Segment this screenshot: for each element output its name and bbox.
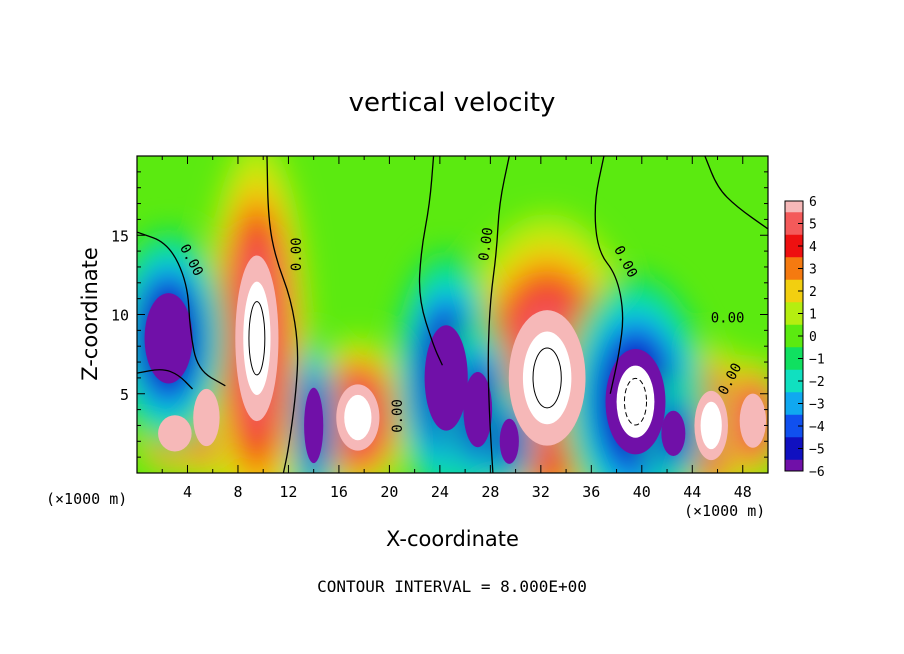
contour-interval-note: CONTOUR INTERVAL = 8.000E+00 — [317, 577, 587, 596]
colorbar-swatch — [785, 212, 803, 224]
x-unit-label-left: (×1000 m) — [46, 490, 128, 508]
colorbar-swatch — [785, 448, 803, 461]
x-tick-label: 4 — [183, 483, 192, 501]
contour-line — [487, 156, 510, 473]
field-cell — [158, 415, 192, 452]
colorbar-swatch — [785, 257, 803, 269]
colorbar-label: −5 — [809, 443, 825, 458]
colorbar-label: 6 — [809, 195, 817, 210]
velocity-field — [137, 156, 768, 473]
field-cell-core — [344, 394, 372, 441]
contour-line — [594, 156, 624, 394]
x-tick-label: 8 — [233, 483, 242, 501]
contour-label: 0.00 — [476, 226, 497, 262]
field-cell — [499, 418, 519, 464]
colorbar-label: −1 — [809, 353, 825, 368]
x-tick-label: 28 — [481, 483, 499, 501]
x-axis: 4 8 12 16 20 24 28 32 36 40 44 48 — [161, 156, 752, 501]
colorbar-label: 5 — [809, 218, 817, 233]
field-cell — [304, 387, 324, 464]
field-cell — [193, 388, 220, 447]
contour-line — [137, 369, 194, 390]
x-tick-label: 16 — [330, 483, 348, 501]
colorbar-label: 3 — [809, 263, 817, 278]
colorbar-swatch — [785, 246, 803, 258]
field-cell-core — [522, 331, 572, 425]
x-tick-label: 48 — [734, 483, 752, 501]
colorbar-swatch — [785, 392, 803, 404]
contour-line — [137, 231, 226, 387]
colorbar-label: 0 — [809, 330, 817, 345]
contour-line — [704, 156, 768, 230]
y-axis: 5 10 15 — [111, 171, 768, 458]
chart-title: vertical velocity — [348, 88, 556, 118]
field-cell — [661, 410, 686, 456]
y-tick-label: 15 — [111, 227, 129, 245]
contour-line — [266, 156, 299, 473]
colorbar-label: 4 — [809, 240, 817, 255]
x-tick-label: 44 — [683, 483, 701, 501]
colorbar-swatch — [785, 369, 803, 382]
colorbar-swatch — [785, 336, 803, 348]
colorbar-swatch — [785, 313, 803, 326]
x-tick-label: 32 — [532, 483, 550, 501]
colorbar-swatch — [785, 381, 803, 393]
colorbar-swatch — [785, 302, 803, 314]
colorbar-swatch — [785, 403, 803, 416]
zero-contours — [137, 156, 768, 473]
colorbar-label: −4 — [809, 420, 825, 435]
colorbar-swatch — [785, 291, 803, 303]
colorbar-swatch — [785, 234, 803, 247]
colorbar-swatch — [785, 268, 803, 281]
x-axis-label: X-coordinate — [386, 527, 519, 551]
y-tick-label: 5 — [120, 386, 129, 404]
colorbar-label: 1 — [809, 308, 817, 323]
colorbar-swatch — [785, 201, 803, 213]
colorbar-swatch — [785, 437, 803, 449]
field-cell-core — [700, 401, 722, 450]
colorbar-label: 2 — [809, 285, 817, 300]
colorbar-label: −3 — [809, 398, 825, 413]
colorbar-swatch — [785, 426, 803, 438]
y-tick-label: 10 — [111, 307, 129, 325]
field-cell-contour — [623, 377, 648, 426]
field-cores — [144, 255, 767, 464]
colorbar-label: −6 — [809, 465, 825, 480]
field-cell — [424, 325, 468, 431]
colorbar: 6 5 4 3 2 1 0 −1 −2 −3 −4 −5 −6 — [784, 195, 825, 480]
contour-line — [418, 156, 443, 366]
colorbar-swatch — [785, 324, 803, 337]
field-cell-contour — [248, 301, 266, 376]
x-tick-label: 40 — [633, 483, 651, 501]
y-axis-label: Z-coordinate — [78, 247, 102, 381]
colorbar-swatch — [785, 358, 803, 371]
contour-labels: 0.00 0.000.000.00 0.000.000.00 — [176, 226, 745, 432]
field-cell-contour — [532, 347, 562, 409]
field-cell — [739, 393, 767, 448]
field-cell — [144, 293, 193, 384]
colorbar-swatch — [785, 347, 803, 359]
contour-label: 0.00 — [289, 237, 305, 271]
colorbar-swatch — [785, 223, 803, 236]
field-cell — [463, 371, 493, 448]
x-tick-label: 12 — [279, 483, 297, 501]
contour-label: 0.00 — [390, 399, 406, 433]
field-cell-core — [616, 365, 655, 438]
x-tick-label: 24 — [431, 483, 449, 501]
colorbar-label: −2 — [809, 375, 825, 390]
colorbar-swatch — [785, 414, 803, 427]
contour-label: 0.00 — [711, 310, 745, 326]
x-unit-label-right: (×1000 m) — [684, 502, 766, 520]
x-tick-label: 36 — [582, 483, 600, 501]
field-cell-core — [243, 281, 271, 395]
colorbar-swatch — [785, 279, 803, 292]
colorbar-swatch — [785, 459, 803, 472]
x-tick-label: 20 — [380, 483, 398, 501]
